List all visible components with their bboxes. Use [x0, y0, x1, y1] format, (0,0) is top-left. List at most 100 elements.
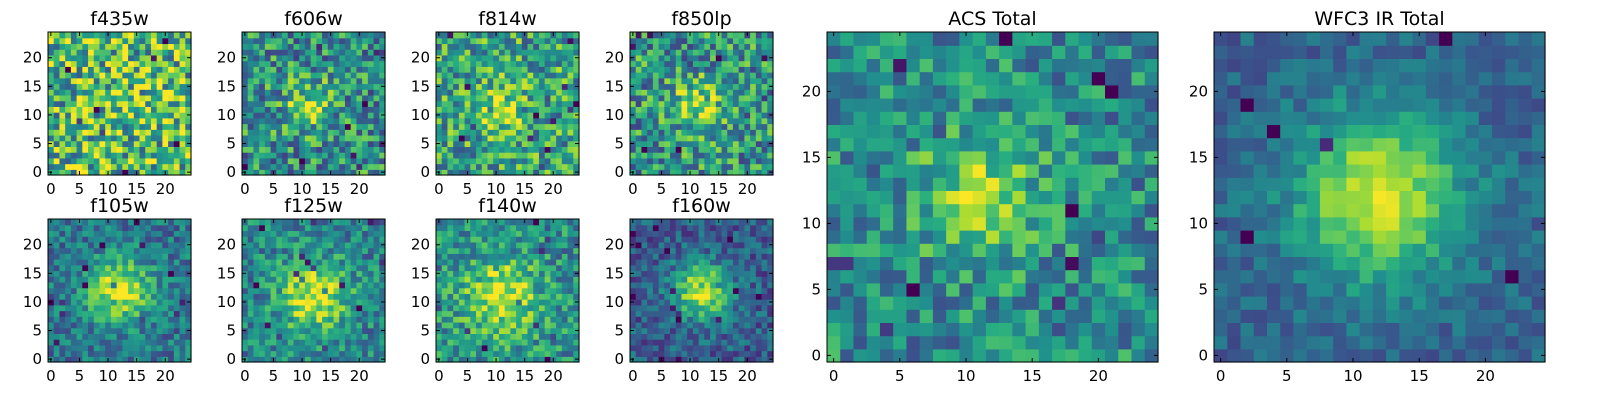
heatmap-cell	[527, 310, 534, 317]
heatmap-cell	[322, 43, 329, 50]
heatmap-cell	[379, 37, 386, 45]
heatmap-cell	[333, 281, 340, 289]
heatmap-cell	[344, 304, 352, 312]
heatmap-cell	[128, 247, 135, 254]
heatmap-cell	[641, 321, 648, 329]
heatmap-cell	[362, 169, 369, 176]
heatmap-cell	[367, 224, 375, 232]
heatmap-cell	[70, 327, 78, 334]
heatmap-cell	[110, 230, 118, 237]
heatmap-cell	[316, 140, 323, 147]
heatmap-cell	[732, 327, 740, 334]
heatmap-cell	[567, 333, 574, 340]
heatmap-cell	[333, 316, 340, 323]
heatmap-cell	[128, 236, 135, 243]
heatmap-cell	[105, 43, 112, 50]
heatmap-cell	[538, 32, 546, 39]
heatmap-cell	[344, 134, 352, 142]
heatmap-cell	[310, 163, 317, 170]
heatmap-cell	[179, 152, 186, 159]
heatmap-cell	[556, 299, 563, 306]
heatmap-cell	[82, 72, 89, 79]
heatmap-cell	[687, 333, 694, 340]
heatmap-cell	[70, 163, 78, 170]
heatmap-cell	[527, 321, 534, 329]
heatmap-cell	[658, 49, 665, 56]
heatmap-cell	[670, 350, 677, 357]
y-tick-label: 20	[217, 49, 236, 67]
heatmap-cell	[93, 293, 101, 300]
heatmap-cell	[544, 276, 551, 283]
heatmap-cell	[350, 287, 357, 294]
heatmap-cell	[253, 43, 260, 50]
heatmap-cell	[122, 49, 129, 56]
heatmap-cell	[453, 247, 460, 254]
heatmap-cell	[704, 304, 711, 312]
heatmap-cell	[670, 356, 677, 363]
heatmap-cell	[510, 310, 517, 317]
heatmap-cell	[116, 146, 123, 153]
heatmap-cell	[767, 94, 774, 102]
heatmap-cell	[105, 276, 112, 283]
heatmap-cell	[755, 321, 763, 329]
heatmap-cell	[481, 32, 489, 39]
heatmap-cell	[692, 140, 700, 147]
heatmap-cell	[692, 83, 700, 90]
heatmap-cell	[59, 72, 66, 79]
heatmap-cell	[755, 350, 763, 357]
y-tick-label: 10	[217, 293, 236, 311]
heatmap-cell	[755, 32, 763, 39]
heatmap-cell	[76, 72, 83, 79]
heatmap-cell	[767, 344, 774, 352]
heatmap-cell	[744, 304, 751, 312]
heatmap-cell	[670, 287, 677, 294]
heatmap-cell	[65, 94, 72, 102]
heatmap-cell	[247, 236, 255, 243]
heatmap-cell	[544, 339, 551, 346]
heatmap-cell	[105, 339, 112, 346]
heatmap-cell	[687, 157, 694, 165]
heatmap-cell	[521, 140, 529, 147]
heatmap-cell	[162, 247, 169, 254]
heatmap-cell	[453, 60, 460, 67]
heatmap-cell	[721, 344, 728, 352]
heatmap-cell	[630, 293, 637, 300]
heatmap-cell	[93, 152, 101, 159]
heatmap-cell	[561, 66, 569, 73]
heatmap-cell	[367, 100, 375, 107]
heatmap-cell	[162, 264, 169, 272]
heatmap-cell	[487, 276, 494, 283]
heatmap-cell	[105, 333, 112, 340]
heatmap-cell	[168, 344, 175, 352]
heatmap-cell	[527, 169, 534, 176]
heatmap-cell	[658, 281, 665, 289]
heatmap-cell	[344, 140, 352, 147]
heatmap-cell	[635, 152, 643, 159]
heatmap-cell	[59, 264, 66, 272]
heatmap-cell	[698, 37, 705, 45]
heatmap-cell	[53, 106, 61, 113]
heatmap-cell	[110, 72, 118, 79]
heatmap-cell	[721, 276, 728, 283]
heatmap-cell	[179, 259, 186, 266]
heatmap-cell	[48, 89, 55, 96]
heatmap-cell	[350, 66, 357, 73]
heatmap-cell	[253, 134, 260, 142]
heatmap-cell	[727, 281, 734, 289]
heatmap-cell	[168, 146, 175, 153]
heatmap-cell	[173, 304, 181, 312]
heatmap-cell	[53, 339, 61, 346]
heatmap-cell	[82, 259, 89, 266]
heatmap-cell	[692, 43, 700, 50]
heatmap-cell	[310, 350, 317, 357]
heatmap-cell	[692, 157, 700, 165]
heatmap-cell	[504, 264, 511, 272]
heatmap-cell	[573, 37, 580, 45]
heatmap-cell	[339, 264, 346, 272]
heatmap-cell	[270, 270, 277, 277]
heatmap-cell	[322, 37, 329, 45]
heatmap-cell	[458, 339, 466, 346]
heatmap-cell	[556, 356, 563, 363]
heatmap-cell	[327, 270, 335, 277]
heatmap-cell	[544, 106, 551, 113]
